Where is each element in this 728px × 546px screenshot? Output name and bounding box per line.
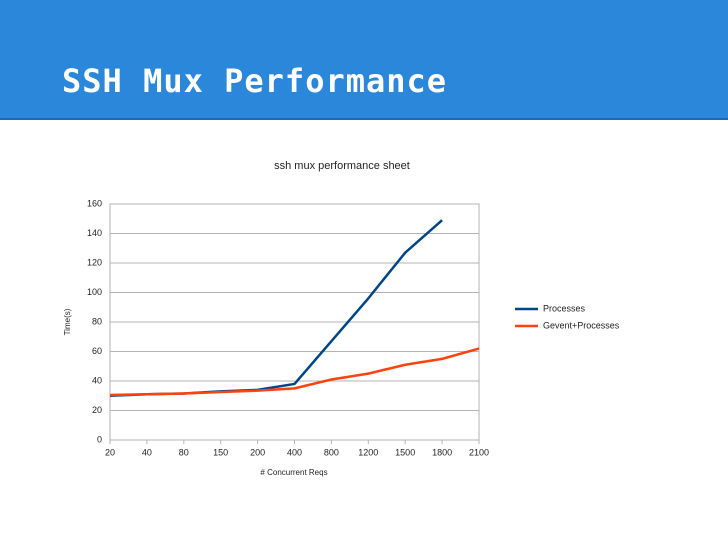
x-tick-label: 40 [142, 447, 152, 457]
x-tick-label: 2100 [469, 447, 489, 457]
y-tick-label: 140 [87, 228, 102, 238]
y-tick-label: 60 [92, 346, 102, 356]
y-tick-label: 0 [97, 434, 102, 444]
y-tick-label: 80 [92, 316, 102, 326]
y-tick-label: 40 [92, 375, 102, 385]
series-line [109, 347, 480, 397]
header: SSH Mux Performance [0, 0, 728, 120]
x-tick-label: 80 [179, 447, 189, 457]
y-tick-label: 120 [87, 257, 102, 267]
x-tick-label: 800 [324, 447, 339, 457]
x-tick-label: 20 [105, 447, 115, 457]
series-line [109, 219, 443, 397]
x-tick-label: 200 [250, 447, 265, 457]
legend-label: Processes [543, 303, 586, 313]
y-tick-label: 160 [87, 198, 102, 208]
x-tick-label: 150 [213, 447, 228, 457]
y-axis-label: Time(s) [63, 308, 72, 335]
y-tick-label: 20 [92, 405, 102, 415]
slide-title: SSH Mux Performance [62, 62, 448, 100]
legend-label: Gevent+Processes [543, 320, 620, 330]
x-tick-label: 1500 [395, 447, 415, 457]
x-tick-label: 1800 [432, 447, 452, 457]
y-tick-label: 100 [87, 287, 102, 297]
x-axis-label: # Concurrent Reqs [260, 468, 327, 477]
x-tick-label: 1200 [358, 447, 378, 457]
x-tick-label: 400 [287, 447, 302, 457]
chart-title: ssh mux performance sheet [274, 160, 410, 172]
